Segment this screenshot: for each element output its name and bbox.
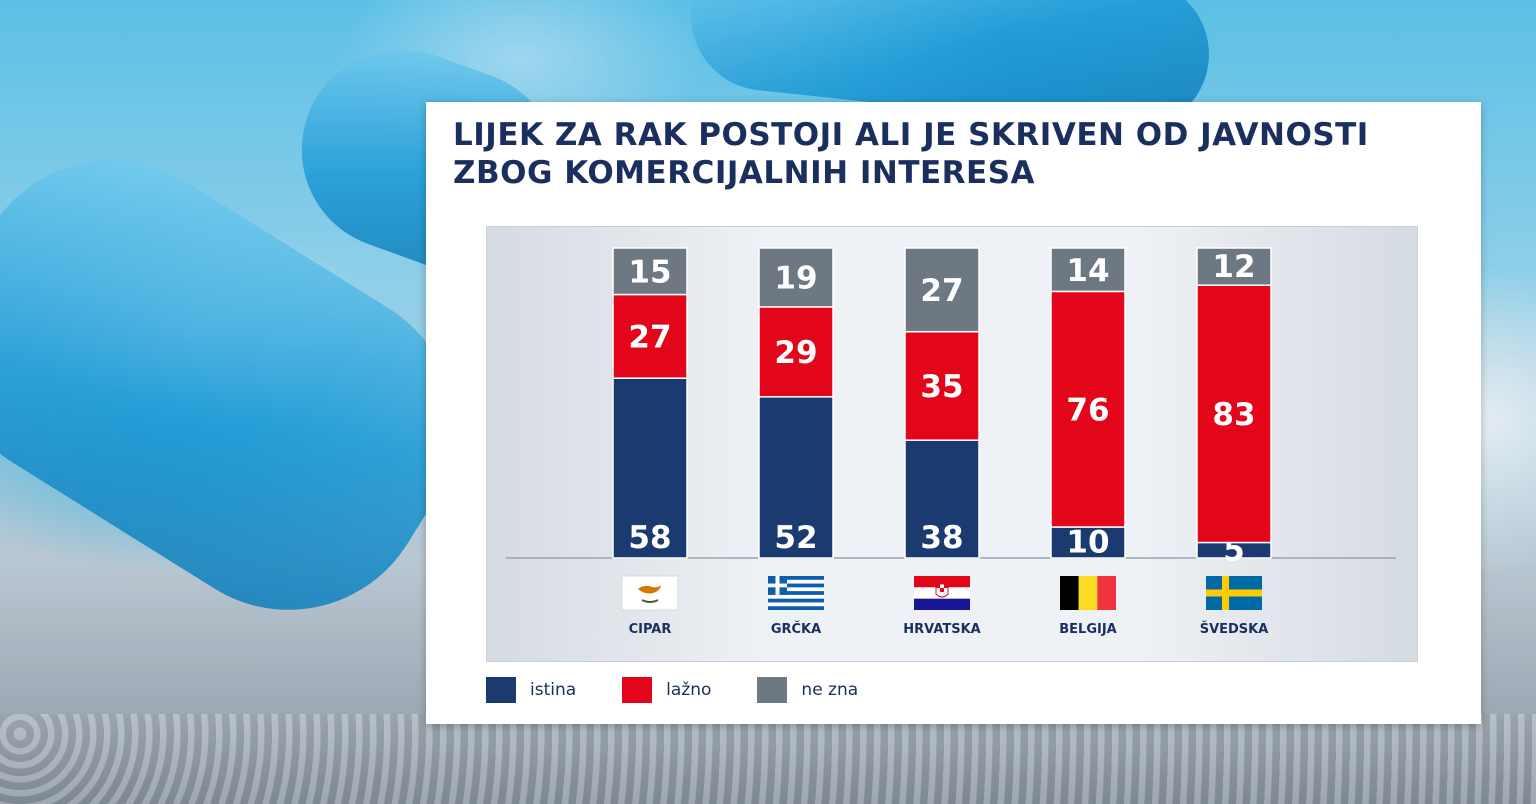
bar-segment-1-2	[904, 330, 980, 441]
cyprus-flag-icon	[621, 575, 679, 611]
bar-segment-1-4	[1196, 284, 1272, 544]
bar-segment-2-2	[904, 247, 980, 333]
legend-item-lazno: lažno	[622, 677, 711, 703]
data-label-2-3: 14	[1066, 253, 1109, 289]
data-label-0-1: 52	[774, 520, 817, 556]
legend: istina lažno ne zna	[486, 676, 904, 704]
data-label-0-0: 58	[628, 520, 671, 556]
bar-segment-0-0	[612, 377, 688, 559]
data-label-0-2: 38	[920, 520, 963, 556]
legend-swatch-ne-zna	[757, 677, 788, 703]
data-label-2-2: 27	[920, 273, 963, 309]
legend-swatch-lazno	[622, 677, 653, 703]
bar-segment-2-3	[1050, 247, 1126, 293]
data-label-0-3: 10	[1066, 525, 1109, 561]
bar-segment-0-2	[904, 439, 980, 559]
bar-segment-2-4	[1196, 247, 1272, 286]
bar-segment-1-3	[1050, 290, 1126, 528]
data-label-1-0: 27	[628, 320, 671, 356]
data-label-1-3: 76	[1066, 392, 1109, 428]
category-label-0: CIPAR	[629, 622, 672, 637]
data-label-1-4: 83	[1212, 397, 1255, 433]
chart-panel: LIJEK ZA RAK POSTOJI ALI JE SKRIVEN OD J…	[426, 102, 1481, 724]
data-label-1-2: 35	[920, 369, 963, 405]
bar-segment-0-1	[758, 396, 834, 559]
bar-segment-0-3	[1050, 526, 1126, 559]
bar-segment-1-1	[758, 306, 834, 398]
data-label-1-1: 29	[774, 335, 817, 371]
legend-label-ne-zna: ne zna	[801, 680, 859, 700]
background-blister-foil	[0, 714, 1536, 804]
category-label-3: BELGIJA	[1059, 622, 1116, 637]
category-label-2: HRVATSKA	[903, 622, 981, 637]
legend-item-ne-zna: ne zna	[757, 677, 858, 703]
bar-segment-1-0	[612, 293, 688, 379]
chart-title: LIJEK ZA RAK POSTOJI ALI JE SKRIVEN OD J…	[453, 117, 1369, 191]
category-label-1: GRČKA	[771, 621, 821, 637]
bar-segment-2-0	[612, 247, 688, 296]
bar-segment-2-1	[758, 247, 834, 308]
legend-label-istina: istina	[530, 680, 577, 700]
category-label-4: ŠVEDSKA	[1200, 621, 1269, 637]
data-label-2-4: 12	[1212, 249, 1255, 285]
stacked-bar-chart: 58 27 15 CIPAR 52 29 19 GRČKA 38 35 27 HRVATSKA 10 76…	[506, 247, 1396, 637]
croatia-flag-icon	[914, 576, 970, 610]
sweden-flag-icon	[1206, 576, 1262, 610]
belgium-flag-icon	[1060, 576, 1116, 610]
legend-label-lazno: lažno	[666, 680, 712, 700]
legend-item-istina: istina	[486, 677, 576, 703]
greece-flag-icon	[768, 576, 824, 610]
legend-swatch-istina	[486, 677, 516, 703]
data-label-2-1: 19	[774, 261, 817, 297]
data-label-2-0: 15	[628, 254, 671, 290]
